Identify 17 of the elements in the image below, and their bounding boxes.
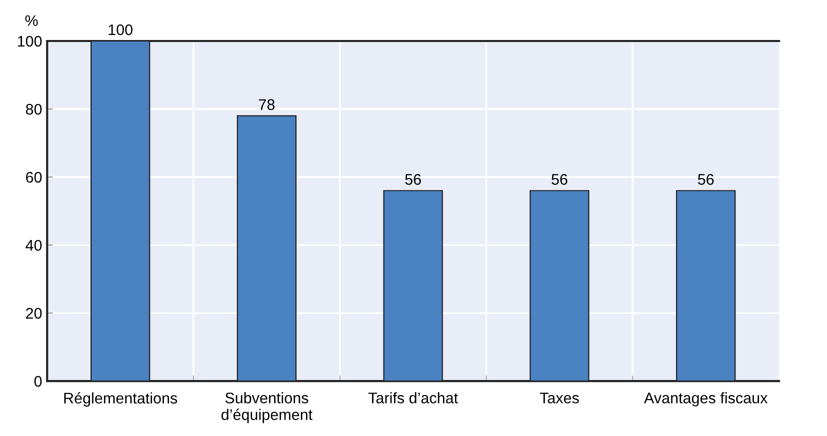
x-tick-label: Avantages fiscaux — [644, 392, 768, 406]
y-tick-label: 0 — [34, 376, 42, 387]
x-tick-label: Taxes — [540, 392, 579, 404]
y-tick-label: 100 — [18, 36, 42, 47]
y-tick-label: 20 — [26, 308, 42, 319]
y-tick-label: 80 — [26, 104, 42, 115]
data-label: 78 — [258, 99, 275, 110]
y-axis-title: % — [25, 15, 38, 26]
data-label: 56 — [698, 174, 714, 185]
y-tick-label: 40 — [26, 240, 42, 251]
data-label: 56 — [552, 174, 568, 185]
x-tick-label: Réglementations — [64, 392, 178, 407]
data-label: 100 — [108, 24, 132, 36]
data-label: 56 — [405, 174, 421, 185]
y-tick-label: 60 — [26, 172, 42, 183]
x-tick-label: Subventions d’équipement — [221, 392, 312, 424]
x-tick-label: Tarifs d’achat — [368, 392, 458, 404]
